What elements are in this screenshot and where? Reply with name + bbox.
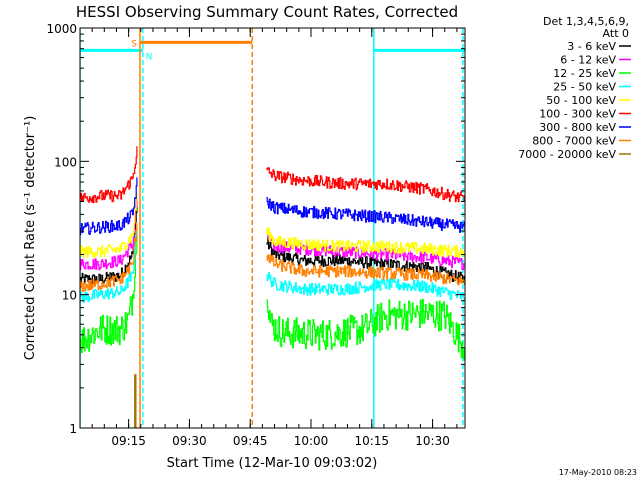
series-line — [266, 272, 465, 302]
legend-header: Det 1,3,4,5,6,9, — [543, 15, 629, 28]
x-tick-label: 10:30 — [415, 434, 450, 448]
y-tick-label: 10 — [62, 289, 77, 303]
series-line — [80, 224, 138, 354]
marker-label: S — [131, 39, 137, 49]
plot-frame — [79, 27, 466, 429]
legend-item: 12 - 25 keV — [553, 67, 616, 80]
series-line — [266, 229, 465, 271]
legend-item: 25 - 50 keV — [553, 81, 616, 94]
legend-header: Att 0 — [603, 27, 629, 40]
x-tick-label: 09:45 — [233, 434, 268, 448]
legend-item: 3 - 6 keV — [567, 40, 616, 53]
series-line — [266, 167, 465, 203]
legend-item: 800 - 7000 keV — [532, 135, 616, 148]
plot-area: SN — [80, 28, 465, 428]
series-line — [266, 227, 465, 258]
legend-item: 100 - 300 keV — [539, 108, 616, 121]
legend-item: 300 - 800 keV — [539, 121, 616, 134]
legend-item: 7000 - 20000 keV — [518, 148, 616, 161]
legend-item: 6 - 12 keV — [560, 54, 616, 67]
y-tick-label: 1 — [69, 422, 77, 436]
x-tick-label: 09:15 — [111, 434, 146, 448]
marker-label: N — [146, 52, 153, 62]
series-line — [80, 146, 138, 204]
series-line — [80, 227, 138, 303]
series-line — [80, 177, 138, 236]
axis-ticks: 1 10 100 1000 09:15 09:30 09:45 10:00 10:15 10:30 — [46, 22, 465, 448]
series-line — [266, 298, 465, 361]
series-line — [134, 374, 137, 428]
y-tick-label: 100 — [54, 155, 77, 169]
y-axis-label: Corrected Count Rate (s⁻¹ detector⁻¹) — [23, 116, 38, 361]
x-tick-label: 10:15 — [354, 434, 389, 448]
y-tick-label: 1000 — [46, 22, 77, 36]
series-line — [80, 222, 138, 292]
x-tick-label: 10:00 — [294, 434, 329, 448]
series-line — [266, 254, 465, 286]
legend-item: 50 - 100 keV — [546, 94, 616, 107]
series-line — [80, 199, 138, 271]
x-tick-label: 09:30 — [172, 434, 207, 448]
series-line — [80, 192, 138, 259]
chart-title: HESSI Observing Summary Count Rates, Cor… — [76, 3, 458, 21]
series-line — [266, 237, 465, 285]
footer-date: 17-May-2010 08:23 — [559, 468, 637, 477]
series-line — [266, 197, 465, 233]
x-axis-label: Start Time (12-Mar-10 09:03:02) — [167, 456, 378, 471]
